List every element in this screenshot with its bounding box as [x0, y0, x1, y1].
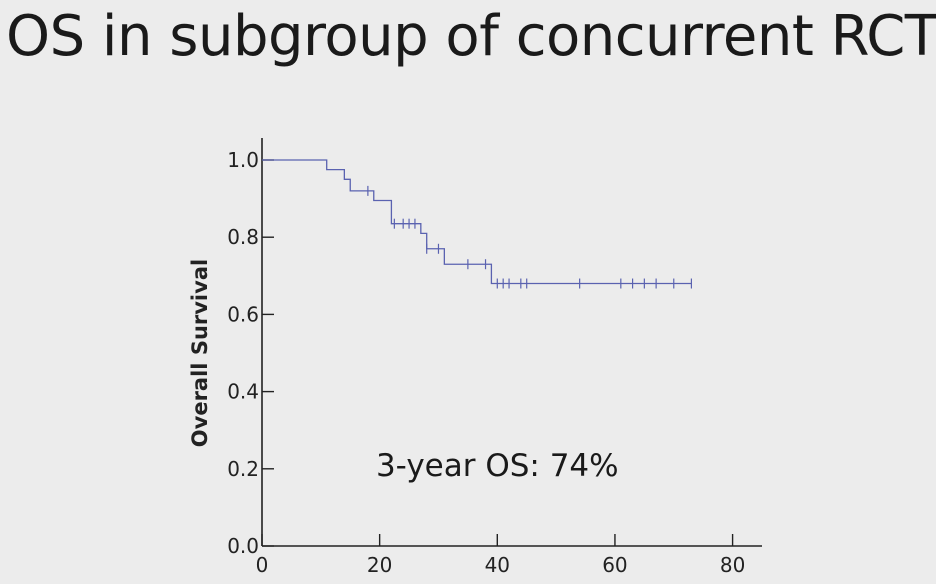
- y-tick-label: 0.2: [227, 457, 259, 481]
- y-tick-label: 0.0: [227, 534, 259, 558]
- x-tick-label: 60: [602, 553, 627, 577]
- chart-series: [262, 159, 692, 285]
- slide-title: OS in subgroup of concurrent RCT: [6, 4, 936, 69]
- survival-step-line: [262, 159, 692, 285]
- chart-labels: 0.0 0.2 0.4 0.6 0.8 1.0 0 20 40 60 80 Overall Survi…: [188, 148, 745, 577]
- x-tick-label: 80: [720, 553, 745, 577]
- chart-axes: [261, 138, 762, 547]
- y-tick-label: 0.8: [227, 225, 259, 249]
- y-tick-label: 0.6: [227, 302, 259, 326]
- y-axis-title: Overall Survival: [188, 259, 212, 447]
- x-tick-label: 20: [367, 553, 392, 577]
- chart-ticks: [261, 159, 734, 547]
- chart-censor-marks: [367, 185, 693, 289]
- y-tick-label: 1.0: [227, 148, 259, 172]
- x-tick-label: 0: [256, 553, 269, 577]
- x-tick-label: 40: [485, 553, 510, 577]
- y-tick-label: 0.4: [227, 380, 259, 404]
- os-annotation: 3-year OS: 74%: [376, 448, 619, 484]
